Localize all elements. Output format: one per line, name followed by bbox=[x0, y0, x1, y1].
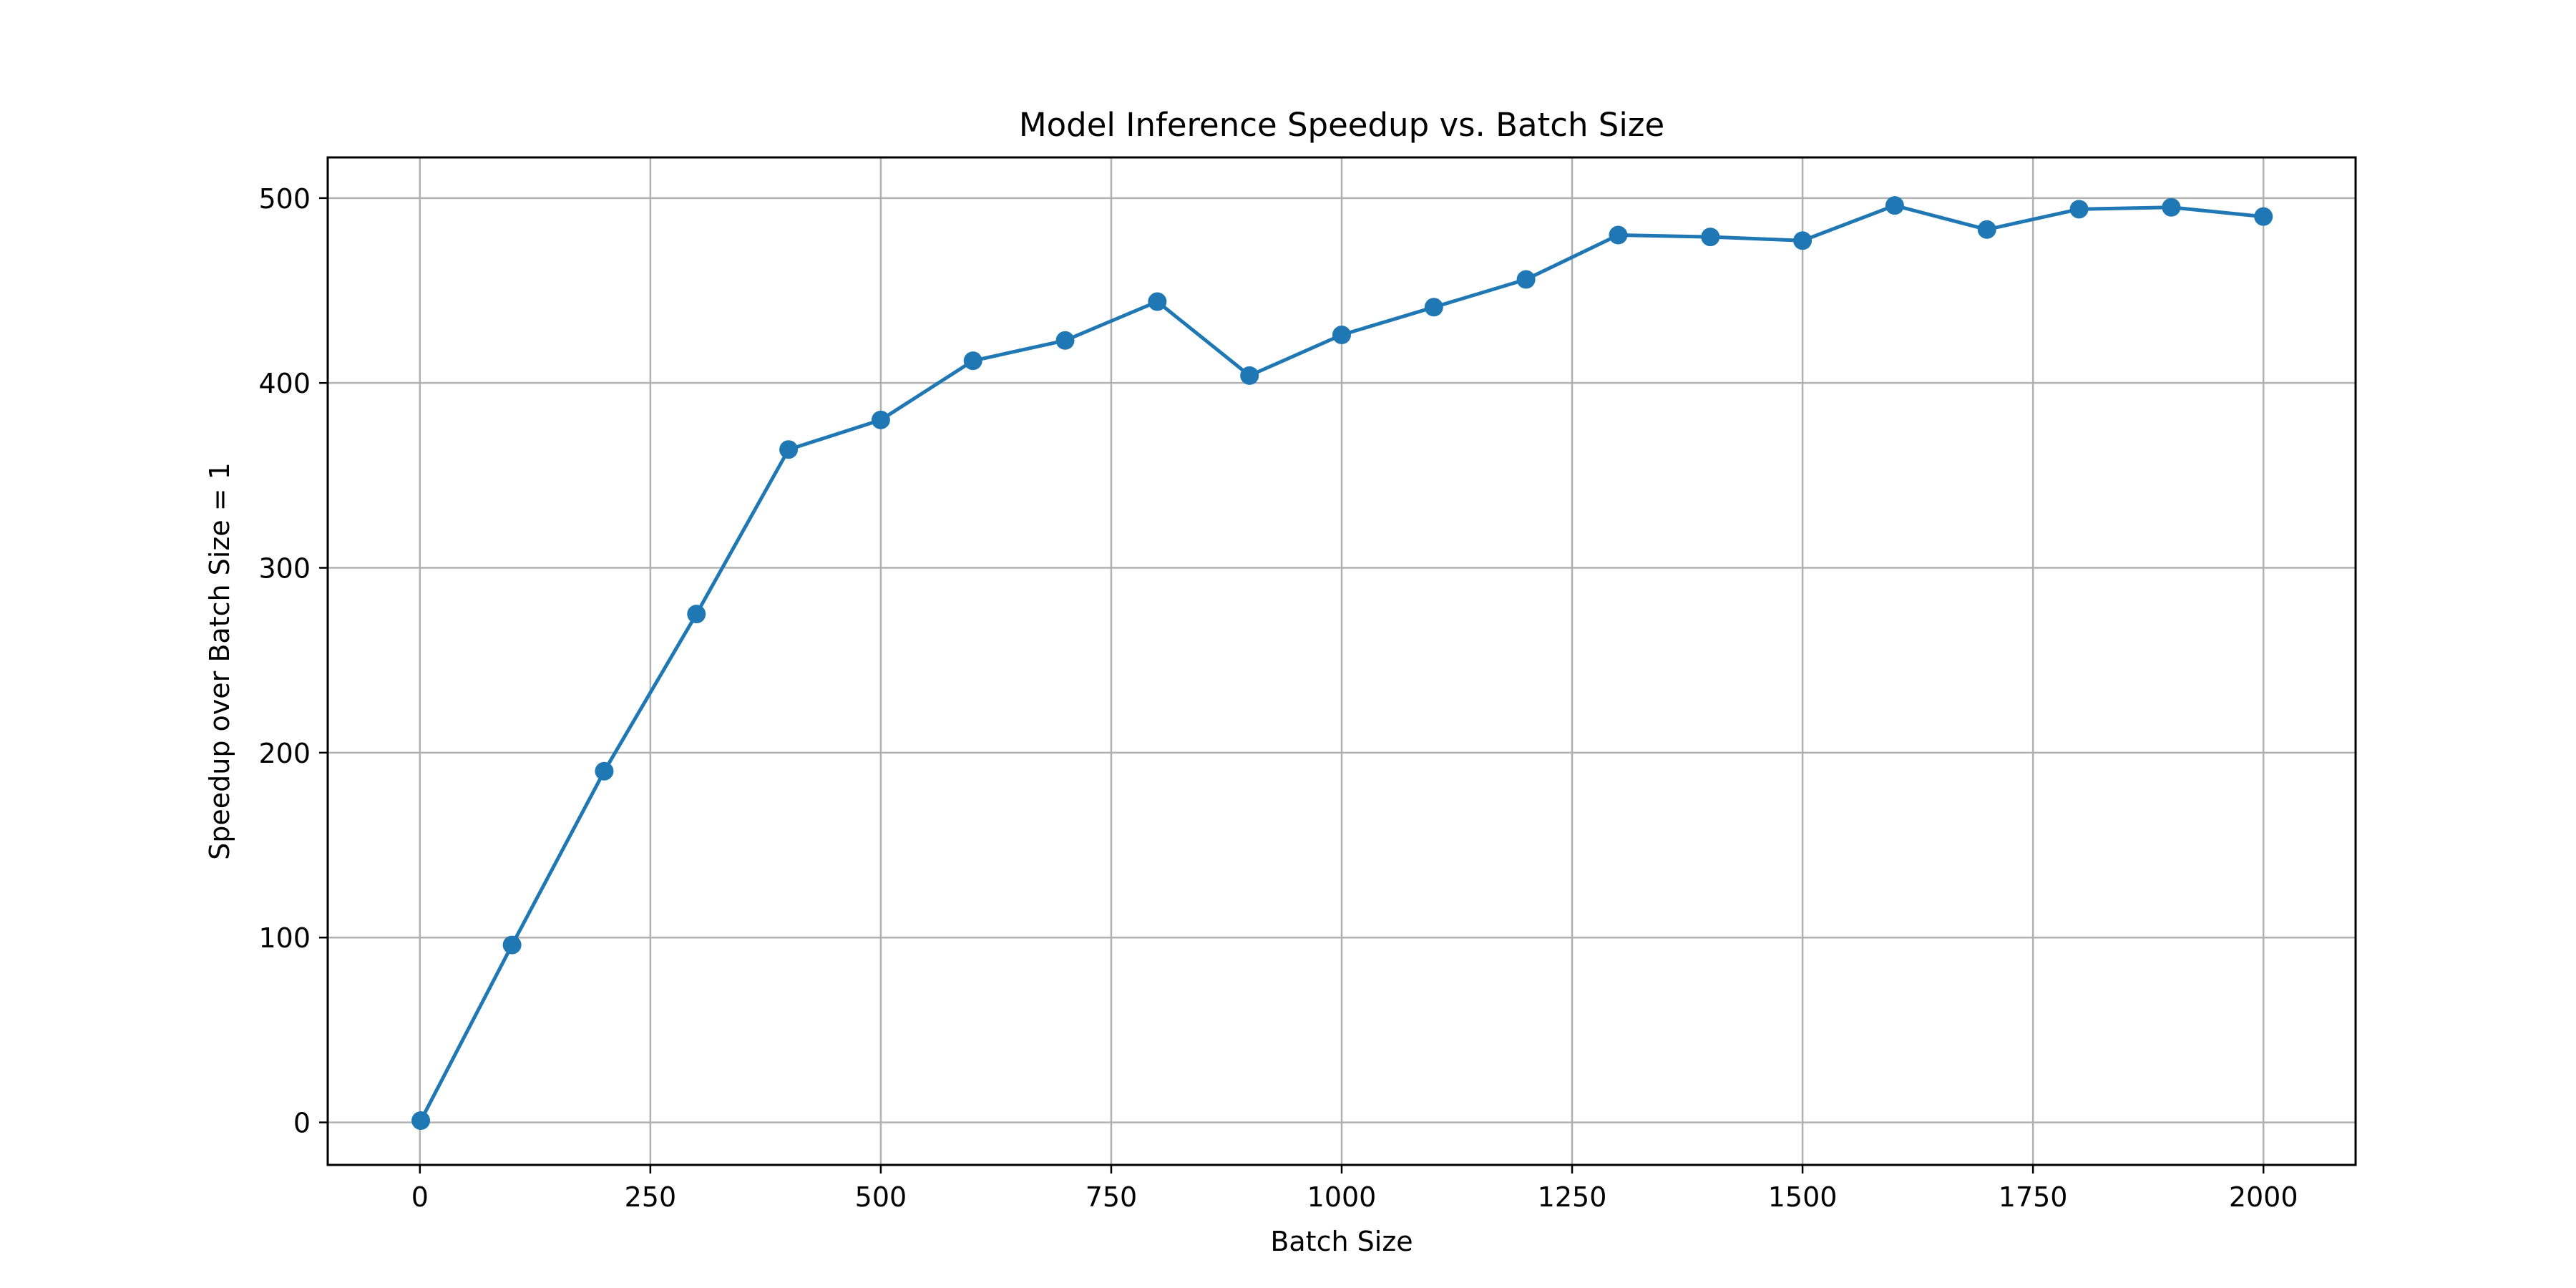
data-point bbox=[1977, 220, 1996, 239]
y-tick-label: 500 bbox=[258, 183, 311, 215]
x-tick-label: 1250 bbox=[1538, 1181, 1607, 1213]
y-tick-label: 400 bbox=[258, 368, 311, 399]
y-tick-label: 300 bbox=[258, 553, 311, 585]
data-point bbox=[1055, 331, 1075, 350]
x-tick-label: 1500 bbox=[1768, 1181, 1838, 1213]
series-layer bbox=[411, 196, 2273, 1130]
data-point bbox=[1701, 228, 1720, 247]
data-point bbox=[779, 440, 799, 459]
x-axis-ticks: 0 250 500 750 1000 1250 1500 1750 2000 bbox=[411, 1165, 2298, 1213]
data-point bbox=[2069, 200, 2089, 219]
data-point bbox=[871, 410, 890, 429]
data-point bbox=[502, 935, 522, 955]
x-axis-title: Batch Size bbox=[1270, 1226, 1413, 1257]
x-tick-label: 500 bbox=[855, 1181, 907, 1213]
chart-title: Model Inference Speedup vs. Batch Size bbox=[1019, 106, 1664, 144]
data-point bbox=[2162, 197, 2181, 217]
plot-frame bbox=[326, 156, 2357, 1166]
data-point bbox=[1424, 298, 1443, 317]
data-point bbox=[411, 1111, 431, 1130]
y-tick-label: 100 bbox=[258, 922, 311, 954]
y-axis-ticks: 0 100 200 300 400 500 bbox=[258, 183, 328, 1139]
data-point bbox=[1332, 326, 1351, 345]
data-point bbox=[687, 605, 706, 624]
data-point bbox=[1148, 292, 1167, 311]
x-tick-label: 250 bbox=[625, 1181, 677, 1213]
data-point bbox=[1609, 225, 1628, 245]
grid-layer bbox=[328, 157, 2356, 1165]
data-point bbox=[1885, 196, 1904, 215]
data-point bbox=[963, 351, 982, 371]
x-tick-label: 1000 bbox=[1307, 1181, 1377, 1213]
x-tick-label: 750 bbox=[1085, 1181, 1138, 1213]
data-point bbox=[1240, 366, 1259, 385]
data-point bbox=[595, 761, 614, 781]
data-point bbox=[1793, 231, 1813, 250]
y-tick-label: 200 bbox=[258, 738, 311, 769]
x-tick-label: 1750 bbox=[1999, 1181, 2068, 1213]
y-tick-label: 0 bbox=[293, 1108, 311, 1139]
data-point bbox=[2254, 207, 2273, 226]
x-tick-label: 0 bbox=[411, 1181, 429, 1213]
y-axis-title: Speedup over Batch Size = 1 bbox=[204, 462, 235, 860]
data-point bbox=[1516, 270, 1536, 289]
x-tick-label: 2000 bbox=[2229, 1181, 2298, 1213]
